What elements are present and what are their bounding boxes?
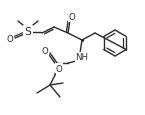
Text: O: O [42,47,48,56]
Text: O: O [7,34,13,43]
Text: O: O [56,64,62,73]
Text: O: O [69,13,75,22]
Text: NH: NH [76,53,88,62]
Text: S: S [25,27,31,37]
